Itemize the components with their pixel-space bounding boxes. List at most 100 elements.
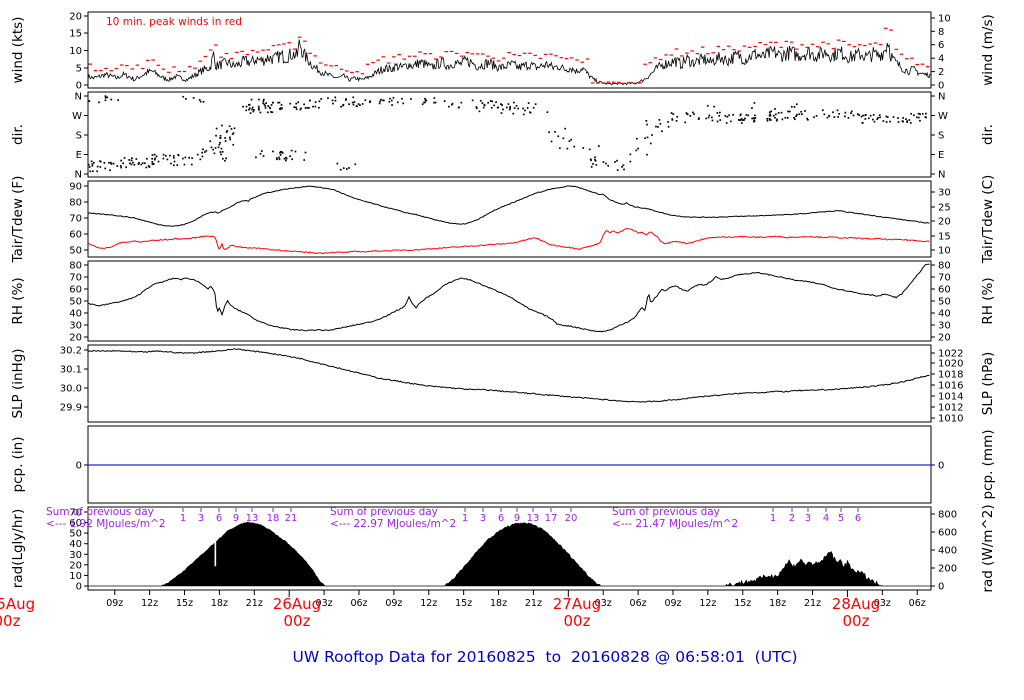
svg-text:06z: 06z: [909, 598, 926, 609]
svg-text:00z: 00z: [0, 612, 21, 630]
svg-text:15z: 15z: [734, 598, 751, 609]
svg-text:00z: 00z: [564, 612, 591, 630]
svg-text:17: 17: [545, 513, 558, 524]
svg-text:30: 30: [938, 188, 951, 199]
svg-text:06z: 06z: [350, 598, 367, 609]
svg-text:70: 70: [938, 273, 951, 284]
svg-text:E: E: [76, 150, 82, 161]
svg-text:80: 80: [69, 198, 82, 209]
svg-text:pcp. (mm): pcp. (mm): [980, 430, 996, 500]
svg-text:0: 0: [76, 582, 82, 593]
svg-text:20: 20: [69, 12, 82, 23]
svg-text:60: 60: [69, 518, 82, 529]
svg-text:3: 3: [480, 513, 486, 524]
svg-text:S: S: [76, 131, 82, 142]
svg-text:1012: 1012: [938, 403, 963, 414]
svg-text:30.0: 30.0: [60, 384, 82, 395]
svg-text:20: 20: [938, 217, 951, 228]
svg-text:09z: 09z: [106, 598, 123, 609]
svg-text:1: 1: [770, 513, 776, 524]
svg-text:600: 600: [938, 528, 957, 539]
svg-text:50: 50: [69, 297, 82, 308]
svg-text:9: 9: [514, 513, 520, 524]
svg-text:60: 60: [938, 285, 951, 296]
svg-text:<--- 21.47 MJoules/m^2: <--- 21.47 MJoules/m^2: [612, 518, 738, 530]
svg-text:15: 15: [69, 29, 82, 40]
svg-text:40: 40: [69, 309, 82, 320]
svg-text:70: 70: [69, 273, 82, 284]
chart-title: UW Rooftop Data for 20160825 to 20160828…: [292, 648, 798, 666]
svg-text:09z: 09z: [664, 598, 681, 609]
svg-text:5: 5: [838, 513, 844, 524]
panel-tair: 90 80 70 60 50 30 25 20 15 10 Tair/Tdew (F) Tair/Td…: [10, 175, 996, 265]
svg-text:6: 6: [216, 513, 222, 524]
svg-text:06z: 06z: [630, 598, 647, 609]
svg-text:dir.: dir.: [980, 124, 996, 145]
svg-text:4: 4: [938, 54, 944, 65]
svg-text:RH (%): RH (%): [980, 277, 996, 324]
svg-text:70: 70: [69, 214, 82, 225]
svg-text:S: S: [938, 131, 944, 142]
svg-text:40: 40: [938, 309, 951, 320]
svg-text:1016: 1016: [938, 381, 963, 392]
panel-pcp: 0 0 pcp. (in) pcp. (mm): [10, 425, 996, 504]
svg-text:40: 40: [69, 539, 82, 550]
svg-text:00z: 00z: [284, 612, 311, 630]
svg-text:70: 70: [69, 508, 82, 519]
svg-text:W: W: [72, 111, 82, 122]
svg-text:N: N: [75, 92, 82, 103]
peak-wind-note: 10 min. peak winds in red: [106, 16, 242, 28]
svg-text:3: 3: [198, 513, 204, 524]
svg-text:E: E: [938, 150, 944, 161]
svg-text:0: 0: [938, 461, 944, 472]
svg-text:200: 200: [938, 564, 957, 575]
svg-text:10: 10: [938, 14, 951, 25]
svg-text:1010: 1010: [938, 414, 963, 425]
time-axis: 09z 12z 15z 18z 21z 03z 06z 09z 12z 15z 18z 21z 03z 0…: [0, 590, 926, 630]
svg-text:15z: 15z: [455, 598, 472, 609]
svg-text:03z: 03z: [316, 598, 333, 609]
svg-text:50: 50: [69, 246, 82, 257]
svg-text:12z: 12z: [420, 598, 437, 609]
svg-text:21z: 21z: [246, 598, 263, 609]
svg-text:30: 30: [938, 321, 951, 332]
svg-text:30.2: 30.2: [60, 346, 82, 357]
svg-text:N: N: [938, 92, 945, 103]
svg-text:12z: 12z: [141, 598, 158, 609]
svg-text:rad(Lgly/hr): rad(Lgly/hr): [10, 509, 26, 588]
svg-text:30.1: 30.1: [60, 365, 82, 376]
svg-text:15z: 15z: [176, 598, 193, 609]
svg-text:wind (m/s): wind (m/s): [980, 14, 996, 85]
svg-text:N: N: [938, 170, 945, 181]
svg-text:21z: 21z: [525, 598, 542, 609]
svg-text:1020: 1020: [938, 359, 963, 370]
svg-text:10: 10: [938, 246, 951, 257]
panel-slp: 30.2 30.1 30.0 29.9 102210201018101610141012…: [10, 344, 996, 425]
svg-text:9: 9: [233, 513, 239, 524]
svg-text:6: 6: [498, 513, 504, 524]
svg-text:wind (kts): wind (kts): [10, 17, 26, 84]
svg-text:0: 0: [76, 461, 82, 472]
svg-text:0: 0: [76, 81, 82, 92]
svg-text:20: 20: [69, 560, 82, 571]
svg-text:18z: 18z: [490, 598, 507, 609]
svg-text:80: 80: [938, 261, 951, 272]
svg-text:30: 30: [69, 321, 82, 332]
svg-text:1022: 1022: [938, 349, 963, 360]
svg-text:4: 4: [823, 513, 829, 524]
svg-text:6: 6: [855, 513, 861, 524]
sum-annotation: Sum of previous day: [612, 506, 720, 518]
svg-text:03z: 03z: [874, 598, 891, 609]
svg-text:18: 18: [267, 513, 280, 524]
svg-text:W: W: [938, 111, 948, 122]
svg-text:30: 30: [69, 550, 82, 561]
svg-text:10: 10: [69, 571, 82, 582]
svg-text:10: 10: [69, 46, 82, 57]
svg-text:20: 20: [938, 333, 951, 344]
svg-text:2: 2: [789, 513, 795, 524]
